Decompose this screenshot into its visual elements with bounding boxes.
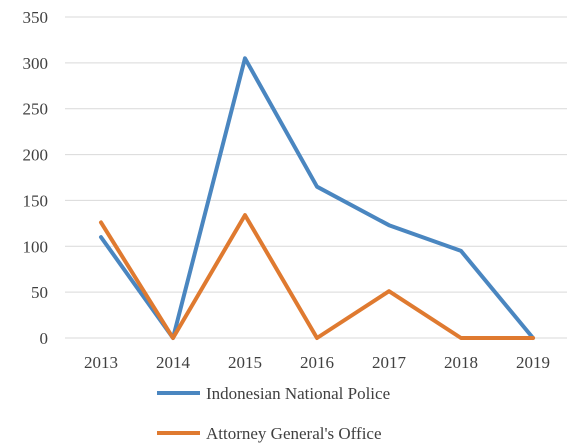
x-tick-label: 2013 — [84, 353, 118, 372]
x-tick-label: 2017 — [372, 353, 407, 372]
y-tick-label: 0 — [40, 329, 49, 348]
x-tick-label: 2018 — [444, 353, 478, 372]
y-tick-label: 150 — [23, 191, 49, 210]
x-tick-label: 2019 — [516, 353, 550, 372]
series-lines — [99, 56, 535, 340]
x-axis-tick-labels: 2013 2014 2015 2016 2017 2018 2019 — [84, 353, 550, 372]
gridlines — [65, 16, 567, 339]
y-tick-label: 100 — [23, 237, 49, 256]
legend: Indonesian National Police Attorney Gene… — [157, 384, 390, 443]
y-tick-label: 50 — [31, 283, 48, 302]
legend-label-police: Indonesian National Police — [206, 384, 390, 403]
x-tick-label: 2016 — [300, 353, 334, 372]
legend-label-attorney: Attorney General's Office — [206, 424, 382, 443]
y-tick-label: 300 — [23, 54, 49, 73]
y-tick-label: 350 — [23, 8, 49, 27]
series-line-attorney — [99, 213, 535, 340]
y-axis-tick-labels: 0 50 100 150 200 250 300 350 — [23, 8, 49, 348]
x-tick-label: 2014 — [156, 353, 191, 372]
y-tick-label: 250 — [23, 100, 49, 119]
y-tick-label: 200 — [23, 146, 49, 165]
x-tick-label: 2015 — [228, 353, 262, 372]
